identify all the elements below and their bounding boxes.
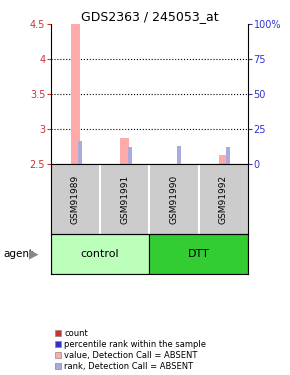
Legend: count, percentile rank within the sample, value, Detection Call = ABSENT, rank, : count, percentile rank within the sample… (55, 328, 206, 371)
Text: GSM91991: GSM91991 (120, 174, 129, 223)
Text: GSM91989: GSM91989 (71, 174, 80, 223)
Bar (71, 24, 80, 164)
Bar (226, 147, 230, 164)
Bar (219, 155, 228, 164)
Bar (149, 234, 248, 274)
Text: GSM91992: GSM91992 (219, 174, 228, 223)
Bar (128, 147, 132, 164)
Bar (120, 138, 129, 164)
Text: ▶: ▶ (29, 247, 39, 260)
Text: control: control (81, 249, 119, 259)
Bar (51, 234, 149, 274)
Title: GDS2363 / 245053_at: GDS2363 / 245053_at (81, 10, 218, 23)
Text: GSM91990: GSM91990 (169, 174, 179, 223)
Bar (78, 141, 82, 164)
Text: agent: agent (3, 249, 33, 259)
Text: DTT: DTT (188, 249, 209, 259)
Bar (177, 146, 181, 164)
